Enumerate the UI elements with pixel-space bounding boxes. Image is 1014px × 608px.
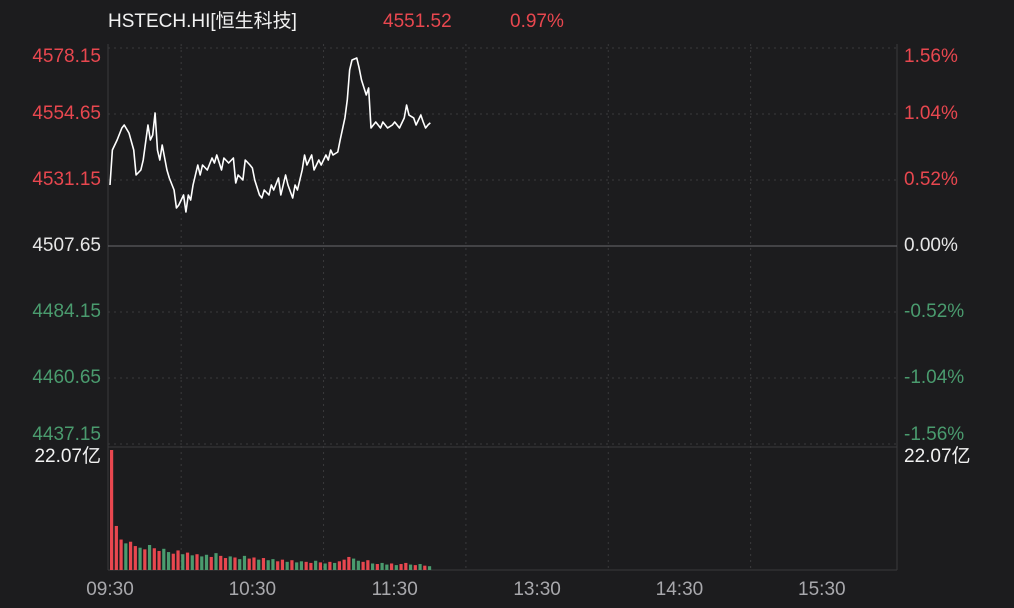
volume-bar (271, 559, 275, 570)
volume-bar (375, 564, 379, 570)
volume-bar (233, 557, 237, 570)
y-tick-label: 4460.65 (32, 367, 101, 388)
volume-bar (252, 557, 256, 570)
volume-bar (162, 548, 166, 570)
volume-bar (328, 561, 332, 570)
volume-bar (404, 562, 408, 570)
volume-bar (371, 563, 375, 570)
volume-bar (176, 550, 180, 570)
volume-bar (147, 544, 152, 570)
volume-bar (318, 562, 322, 570)
volume-bar (418, 564, 422, 570)
volume-bar (128, 541, 133, 570)
volume-bar (185, 552, 190, 570)
x-tick-label: 11:30 (372, 579, 418, 600)
volume-bar (152, 548, 156, 570)
last-price: 4551.52 (383, 11, 452, 32)
volume-bar (143, 549, 147, 570)
volume-bar (247, 558, 251, 570)
y-tick-label: 4437.15 (32, 424, 101, 445)
volume-tick-label: 22.07亿 (34, 445, 101, 467)
volume-bar (342, 559, 346, 570)
volume-bar (209, 556, 213, 570)
change-percent: 0.97% (510, 11, 564, 32)
volume-bar (347, 556, 351, 570)
volume-bar (295, 562, 299, 570)
volume-bar (200, 556, 204, 570)
y-tick-label: 4554.65 (32, 103, 101, 124)
volume-bar (276, 561, 280, 570)
x-tick-label: 10:30 (229, 579, 277, 600)
volume-bar (204, 554, 209, 570)
volume-bar (309, 562, 313, 570)
volume-bar (413, 565, 417, 570)
volume-bar (380, 562, 384, 570)
volume-bar (304, 561, 308, 570)
y-tick-label: 4578.15 (32, 46, 101, 67)
volume-bar (385, 564, 389, 570)
volume-bar (266, 560, 270, 570)
volume-bar (138, 547, 142, 570)
volume-bar (356, 560, 360, 570)
volume-bar (238, 559, 242, 570)
y2-tick-label: 0.00% (904, 235, 958, 256)
y2-tick-label: 0.52% (904, 169, 958, 190)
volume-bar (333, 562, 337, 570)
volume-bar (427, 566, 432, 570)
volume-bar (228, 556, 232, 570)
y2-tick-label: 1.04% (904, 103, 958, 124)
volume-bar (195, 554, 199, 570)
volume-bar (408, 564, 413, 570)
volume-bar (190, 555, 194, 570)
x-tick-label: 09:30 (86, 579, 134, 600)
volume-bar (280, 559, 285, 570)
volume-bar (290, 560, 294, 570)
volume-bar (285, 561, 289, 570)
volume-bar (314, 560, 318, 570)
volume-bar (114, 525, 118, 570)
volume-bar (399, 564, 403, 570)
volume-bar (366, 560, 370, 570)
volume-bar (323, 563, 327, 570)
volume-bar (171, 553, 175, 570)
volume-tick-label: 22.07亿 (904, 445, 971, 467)
x-tick-label: 13:30 (513, 579, 561, 600)
x-tick-label: 14:30 (656, 579, 704, 600)
volume-bar (219, 555, 223, 570)
y2-tick-label: -0.52% (904, 301, 964, 322)
volume-bar (257, 559, 261, 570)
volume-bar (352, 558, 356, 570)
y-tick-label: 4531.15 (32, 169, 101, 190)
x-tick-label: 15:30 (798, 579, 846, 600)
price-line (109, 57, 431, 213)
volume-bar (337, 561, 341, 570)
volume-bar (119, 539, 123, 570)
volume-bar (394, 565, 398, 570)
volume-bar (124, 543, 128, 570)
y2-tick-label: 1.56% (904, 46, 958, 67)
volume-bar (214, 553, 218, 570)
volume-bar (242, 555, 247, 570)
volume-bar (361, 561, 365, 570)
y-tick-label: 4484.15 (32, 301, 101, 322)
volume-bar (110, 450, 114, 570)
volume-bar (157, 550, 161, 570)
volume-bar (181, 554, 185, 570)
volume-bar (389, 563, 394, 570)
y-tick-label: 4507.65 (32, 235, 101, 256)
volume-bar (261, 558, 266, 570)
y2-tick-label: -1.56% (904, 424, 964, 445)
volume-bar (166, 552, 171, 570)
volume-bar (223, 558, 228, 570)
chart-title: HSTECH.HI[恒生科技] (108, 10, 297, 32)
volume-bar (423, 565, 427, 570)
volume-bar (299, 561, 304, 570)
y2-tick-label: -1.04% (904, 367, 964, 388)
volume-bar (133, 546, 137, 570)
